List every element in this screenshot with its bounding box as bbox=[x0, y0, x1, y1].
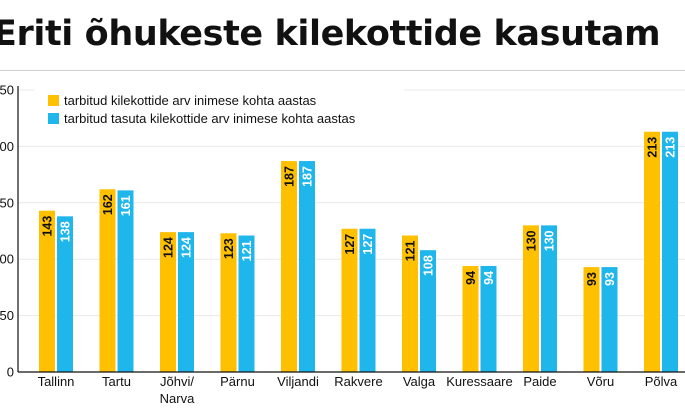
bar-value-label: 93 bbox=[603, 272, 617, 286]
bar-blue bbox=[178, 232, 194, 372]
x-tick-label: Jõhvi/ bbox=[160, 374, 194, 389]
bar-blue bbox=[238, 235, 255, 372]
bar-blue bbox=[57, 216, 73, 372]
legend: tarbitud kilekottide arv inimese kohta a… bbox=[34, 85, 404, 131]
bar-value-label: 213 bbox=[646, 137, 660, 158]
bar-value-label: 127 bbox=[361, 234, 375, 255]
bar-yellow bbox=[99, 189, 116, 372]
bar-value-label: 130 bbox=[543, 230, 557, 251]
bar-value-label: 94 bbox=[464, 271, 478, 285]
x-tick-label: Valga bbox=[403, 374, 436, 389]
bar-blue bbox=[117, 190, 134, 372]
bar-value-label: 123 bbox=[222, 238, 236, 259]
title-divider bbox=[0, 70, 685, 71]
x-tick-label: Paide bbox=[523, 374, 556, 389]
bar-value-label: 121 bbox=[240, 240, 254, 261]
bar-yellow bbox=[39, 210, 55, 372]
legend-item-yellow: tarbitud kilekottide arv inimese kohta a… bbox=[48, 93, 316, 108]
legend-swatch-yellow bbox=[48, 95, 59, 106]
bar-blue bbox=[662, 131, 678, 372]
y-tick-label: 0 bbox=[7, 365, 14, 380]
bar-yellow bbox=[644, 131, 660, 372]
bar-yellow bbox=[523, 225, 539, 372]
bar-yellow bbox=[402, 235, 418, 372]
legend-label-yellow: tarbitud kilekottide arv inimese kohta a… bbox=[64, 93, 317, 108]
bar-yellow bbox=[281, 161, 297, 372]
bar-value-label: 124 bbox=[162, 237, 176, 258]
bar-yellow bbox=[462, 265, 479, 372]
x-tick-label: Viljandi bbox=[277, 374, 319, 389]
x-tick-label: Kuressaare bbox=[446, 374, 512, 389]
y-tick-label: 50 bbox=[0, 308, 14, 323]
x-tick-label: Pärnu bbox=[220, 374, 255, 389]
y-tick-label: 150 bbox=[0, 195, 14, 210]
bar-blue bbox=[541, 225, 557, 372]
y-tick-label: 100 bbox=[0, 252, 14, 267]
legend-label-blue: tarbitud tasuta kilekottide arv inimese … bbox=[64, 111, 356, 126]
x-tick-label: Narva bbox=[160, 391, 195, 406]
bar-blue bbox=[601, 267, 618, 372]
x-tick-label: Võru bbox=[587, 374, 614, 389]
x-tick-label: Tartu bbox=[102, 374, 131, 389]
legend-item-blue: tarbitud tasuta kilekottide arv inimese … bbox=[48, 111, 355, 126]
bar-yellow bbox=[583, 267, 600, 372]
bar-value-label: 108 bbox=[422, 255, 436, 276]
bar-blue bbox=[359, 228, 376, 372]
bar-value-label: 161 bbox=[119, 195, 133, 216]
bar-value-label: 138 bbox=[59, 221, 73, 242]
bar-yellow bbox=[341, 228, 358, 372]
bar-value-label: 143 bbox=[41, 216, 55, 237]
bar-value-label: 94 bbox=[482, 271, 496, 285]
bar-value-label: 127 bbox=[343, 234, 357, 255]
bar-blue bbox=[299, 161, 315, 372]
x-tick-label: Tallinn bbox=[38, 374, 75, 389]
chart-title: Eriti õhukeste kilekottide kasutam bbox=[0, 14, 661, 54]
bar-value-label: 162 bbox=[101, 194, 115, 215]
bar-value-label: 93 bbox=[585, 272, 599, 286]
y-tick-label: 250 bbox=[0, 83, 14, 98]
bar-value-label: 121 bbox=[404, 240, 418, 261]
bar-value-label: 124 bbox=[180, 237, 194, 258]
bar-value-label: 187 bbox=[283, 166, 297, 187]
x-tick-label: Rakvere bbox=[334, 374, 382, 389]
bar-yellow bbox=[160, 232, 176, 372]
legend-swatch-blue bbox=[48, 113, 59, 124]
bar-yellow bbox=[220, 233, 237, 372]
y-tick-label: 200 bbox=[0, 139, 14, 154]
bar-value-label: 187 bbox=[301, 166, 315, 187]
bar-value-label: 130 bbox=[525, 230, 539, 251]
bar-value-label: 213 bbox=[664, 137, 678, 158]
bar-blue bbox=[420, 250, 436, 372]
x-tick-label: Põlva bbox=[645, 374, 678, 389]
bar-blue bbox=[480, 265, 497, 372]
